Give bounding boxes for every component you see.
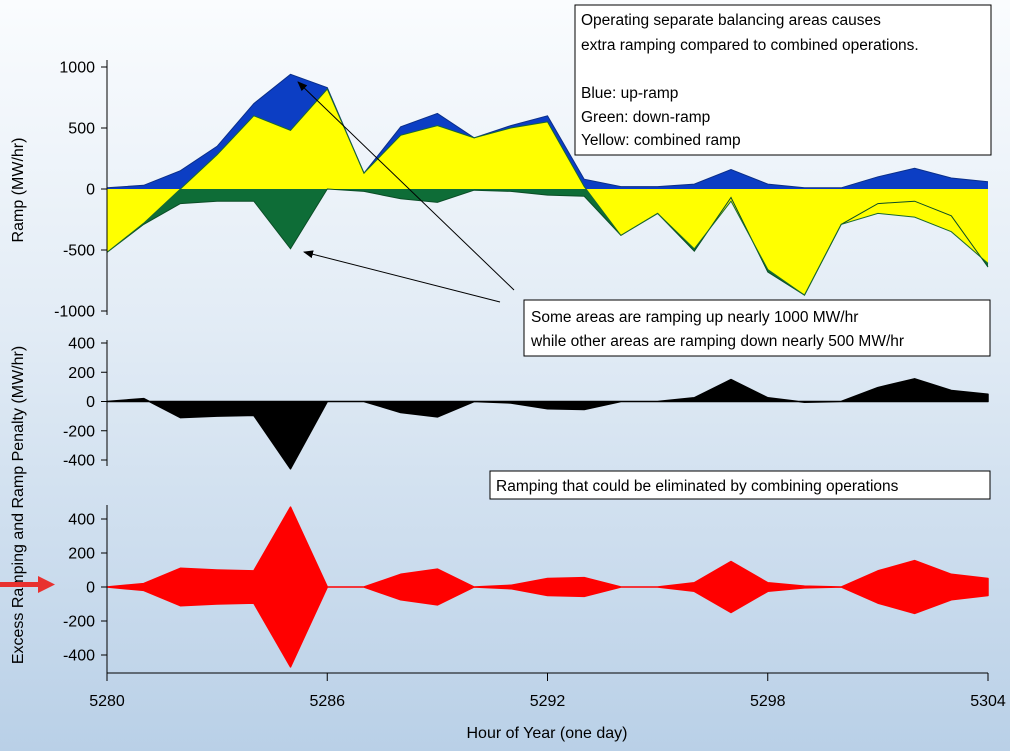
x-tick-label: 5304 [970, 693, 1006, 710]
ramp-y-tick-label: 500 [68, 121, 95, 138]
arrow-to-down-ramp-peak [303, 250, 501, 303]
penalty-y-ticks: 400 200 0 -200 -400 [63, 336, 107, 470]
eliminated-callout-text: Ramping that could be eliminated by comb… [496, 478, 899, 495]
excess-y-tick-label: -400 [63, 648, 95, 665]
up-ramp-line [106, 73, 989, 189]
shared-y-axis-title: Excess Ramping and Ramp Penalty (MW/hr) [10, 346, 27, 664]
legend-line-blue: Blue: up-ramp [581, 85, 678, 102]
legend-line-2: extra ramping compared to combined opera… [581, 37, 919, 54]
legend-box-frame [574, 4, 992, 156]
excess-y-tick-label: -200 [63, 614, 95, 631]
legend-line-yellow: Yellow: combined ramp [581, 132, 741, 149]
excess-panel [106, 506, 989, 668]
x-tick-label: 5280 [89, 693, 125, 710]
eliminated-callout-frame [489, 470, 991, 500]
legend-line-green: Green: down-ramp [581, 109, 710, 126]
penalty-panel [106, 378, 989, 470]
ramp-y-tick-label: 0 [86, 182, 95, 199]
penalty-y-tick-label: 400 [68, 336, 95, 353]
arrow-right-icon [0, 576, 55, 593]
combined-ramp-area [107, 89, 988, 296]
combined-ramp-line [106, 88, 989, 296]
legend-box: Operating separate balancing areas cause… [574, 4, 992, 156]
ramp-y-axis-title: Ramp (MW/hr) [10, 138, 27, 243]
arrow-to-up-ramp-peak [297, 81, 515, 291]
x-tick-label: 5286 [309, 693, 345, 710]
excess-ramping-area [106, 506, 989, 668]
ramp-y-ticks: 1000 500 0 -500 -1000 [54, 60, 107, 321]
excess-y-tick-label: 0 [86, 580, 95, 597]
x-tick-label: 5292 [530, 693, 566, 710]
ramp-panel [106, 73, 989, 296]
x-axis-title: Hour of Year (one day) [467, 725, 628, 742]
ramp-y-tick-label: -500 [63, 243, 95, 260]
penalty-y-tick-label: -400 [63, 453, 95, 470]
legend-line-1: Operating separate balancing areas cause… [581, 12, 881, 29]
ramp-penalty-area [106, 378, 989, 470]
penalty-y-tick-label: -200 [63, 423, 95, 440]
ramp-y-tick-label: 1000 [59, 60, 95, 77]
ramping-callout-box: Some areas are ramping up nearly 1000 MW… [523, 299, 991, 357]
penalty-y-tick-label: 200 [68, 365, 95, 382]
penalty-y-tick-label: 0 [86, 394, 95, 411]
ramping-callout-line-2: while other areas are ramping down nearl… [530, 333, 904, 350]
excess-y-tick-label: 400 [68, 512, 95, 529]
ramping-callout-frame [523, 299, 991, 357]
x-tick-label: 5298 [750, 693, 786, 710]
ramp-y-tick-label: -1000 [54, 304, 95, 321]
excess-y-tick-label: 200 [68, 546, 95, 563]
x-ticks: 5280 5286 5292 5298 5304 [89, 673, 1006, 710]
excess-y-ticks: 400 200 0 -200 -400 [63, 512, 107, 665]
ramping-callout-line-1: Some areas are ramping up nearly 1000 MW… [531, 309, 858, 326]
eliminated-callout-box: Ramping that could be eliminated by comb… [489, 470, 991, 500]
